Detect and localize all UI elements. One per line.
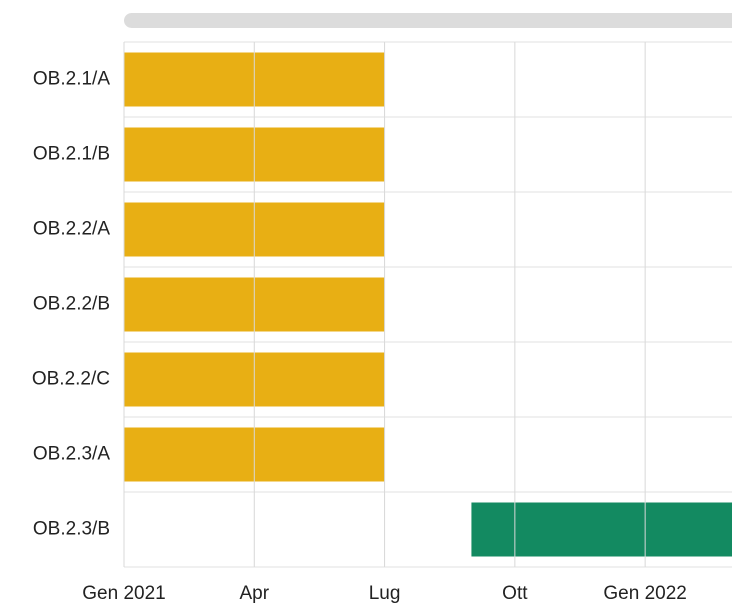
x-tick-label: Lug xyxy=(369,583,401,604)
x-tick-label: Gen 2022 xyxy=(603,583,686,604)
plot-area xyxy=(124,41,732,568)
bar xyxy=(471,502,732,557)
scrollbar[interactable] xyxy=(124,13,732,28)
y-tick-label: OB.2.1/B xyxy=(33,144,110,165)
x-tick-label: Ott xyxy=(502,583,528,604)
y-tick-label: OB.2.2/A xyxy=(33,219,110,240)
y-tick-label: OB.2.2/B xyxy=(33,294,110,315)
x-tick-label: Apr xyxy=(239,583,269,604)
x-tick-label: Gen 2021 xyxy=(82,583,165,604)
y-tick-label: OB.2.3/A xyxy=(33,444,110,465)
y-tick-label: OB.2.2/C xyxy=(32,369,110,390)
y-tick-label: OB.2.3/B xyxy=(33,519,110,540)
y-tick-label: OB.2.1/A xyxy=(33,69,110,90)
